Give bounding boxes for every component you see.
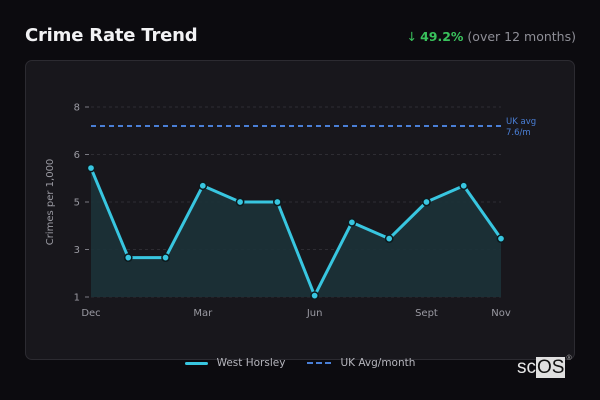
y-tick-label: 3 <box>74 245 80 256</box>
solid-line-swatch-icon <box>184 361 208 365</box>
legend-label: West Horsley <box>216 357 286 369</box>
dashed-line-swatch-icon <box>307 362 332 364</box>
data-point[interactable] <box>459 181 469 191</box>
y-tick-label: 1 <box>74 293 80 304</box>
area-fill <box>91 168 501 297</box>
y-tick-label: 5 <box>74 198 80 209</box>
change-percent: 49.2% <box>420 29 464 44</box>
scos-logo: scOS ® <box>517 355 572 379</box>
change-period: (over 12 months) <box>467 29 576 44</box>
x-tick-label: Dec <box>81 308 100 319</box>
x-tick-label: Jun <box>306 308 323 319</box>
x-tick-label: Nov <box>491 308 511 319</box>
uk-avg-annotation: UK avg <box>506 117 536 127</box>
logo-os: OS <box>536 357 566 378</box>
data-point[interactable] <box>198 181 208 191</box>
data-point[interactable] <box>496 234 506 243</box>
data-point[interactable] <box>384 234 394 243</box>
legend: West Horsley UK Avg/month <box>0 355 600 371</box>
series-line-west-horsley <box>89 167 503 298</box>
registered-icon: ® <box>566 355 572 362</box>
page-title: Crime Rate Trend <box>25 25 198 46</box>
data-point[interactable] <box>235 197 245 207</box>
legend-item-uk-avg[interactable]: UK Avg/month <box>307 355 415 371</box>
data-point[interactable] <box>86 163 96 173</box>
arrow-down-icon: ↓ <box>406 29 418 44</box>
logo-sc: sc <box>517 357 536 378</box>
y-tick-label: 8 <box>74 103 80 114</box>
uk-avg-annotation-value: 7.6/m <box>506 128 531 138</box>
data-point[interactable] <box>310 291 319 300</box>
y-axis: 1 3 5 6 8 <box>74 103 89 304</box>
chart-card <box>25 60 575 360</box>
y-tick-label: 6 <box>74 150 80 161</box>
x-tick-label: Sept <box>415 308 438 319</box>
x-axis: Dec Mar Jun Sept Nov <box>81 308 511 319</box>
change-indicator: ↓ 49.2% (over 12 months) <box>407 29 576 44</box>
data-point[interactable] <box>422 197 431 207</box>
x-tick-label: Mar <box>193 308 213 319</box>
data-points <box>86 163 506 300</box>
data-point[interactable] <box>123 253 133 262</box>
data-point[interactable] <box>347 218 357 227</box>
data-point[interactable] <box>161 253 170 262</box>
legend-item-west-horsley[interactable]: West Horsley <box>184 355 286 371</box>
y-axis-label: Crimes per 1,000 <box>45 159 56 246</box>
legend-label: UK Avg/month <box>340 357 416 369</box>
data-point[interactable] <box>273 197 282 207</box>
